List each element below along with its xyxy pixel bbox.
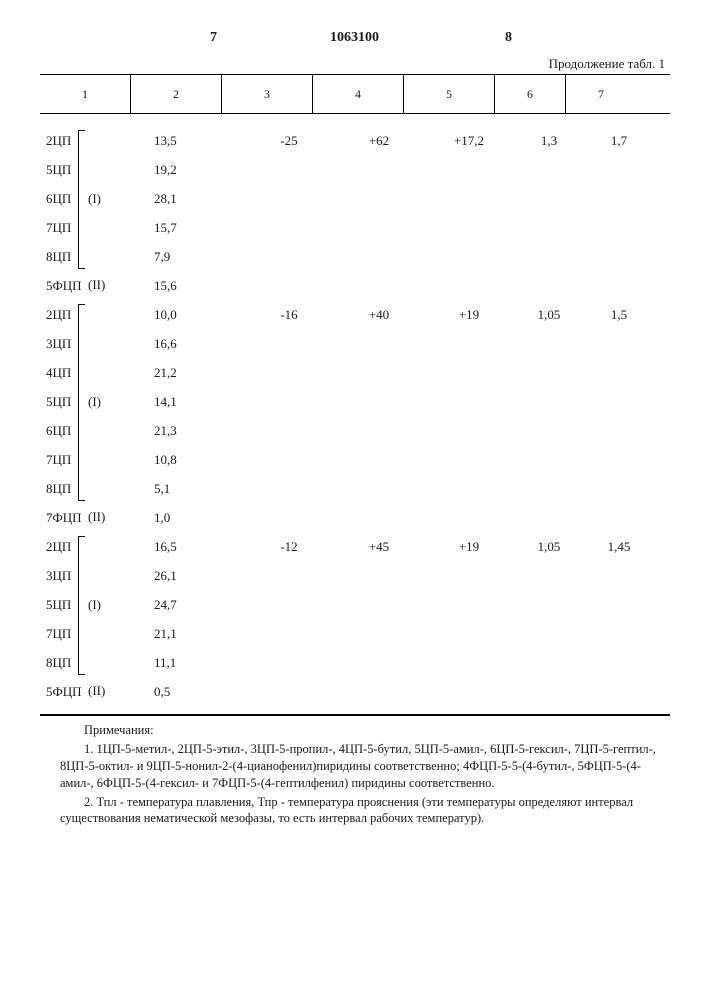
table-body: 2ЦП13,5-25+62+17,21,31,75ЦП19,26ЦП28,17Ц… [40, 114, 670, 714]
table-cell: -16 [244, 307, 334, 323]
table-row: 2ЦП10,0-16+40+191,051,5 [40, 300, 670, 329]
table-cell: +19 [424, 539, 514, 555]
table-cell: 8ЦП [40, 481, 136, 497]
table-row: 5ФЦП0,5 [40, 677, 670, 706]
table-row: 3ЦП16,6 [40, 329, 670, 358]
table-row: 5ЦП14,1 [40, 387, 670, 416]
table-cell: 1,05 [514, 539, 584, 555]
group-bracket [78, 536, 85, 675]
table-row: 2ЦП16,5-12+45+191,051,45 [40, 532, 670, 561]
table-cell: 5ЦП [40, 162, 136, 178]
page-header: 7 1063100 8 [40, 30, 670, 50]
table-cell: +40 [334, 307, 424, 323]
table-row: 3ЦП26,1 [40, 561, 670, 590]
continuation-label: Продолжение табл. 1 [40, 56, 670, 72]
table-cell: 21,3 [136, 423, 244, 439]
table-cell: 7ЦП [40, 626, 136, 642]
col-header: 4 [313, 75, 404, 113]
table-cell: 8ЦП [40, 249, 136, 265]
document-number: 1063100 [330, 30, 379, 46]
table-cell: 19,2 [136, 162, 244, 178]
table-row: 7ЦП15,7 [40, 213, 670, 242]
table-notes: Примечания: 1. 1ЦП-5-метил-, 2ЦП-5-этил-… [40, 715, 670, 827]
table-cell: +45 [334, 539, 424, 555]
table-cell: 21,2 [136, 365, 244, 381]
group-bracket [78, 130, 85, 269]
table-cell: 4ЦП [40, 365, 136, 381]
col-num-right: 8 [505, 30, 512, 46]
table-cell: 13,5 [136, 133, 244, 149]
group-label: (I) [88, 597, 101, 613]
table-cell: 6ЦП [40, 423, 136, 439]
table-row: 5ФЦП15,6 [40, 271, 670, 300]
table-row: 6ЦП21,3 [40, 416, 670, 445]
table-cell: 1,45 [584, 539, 654, 555]
col-header: 3 [222, 75, 313, 113]
table-row: 8ЦП7,9 [40, 242, 670, 271]
table-cell: 0,5 [136, 684, 244, 700]
notes-title: Примечания: [60, 722, 666, 739]
table-cell: 2ЦП [40, 307, 136, 323]
table-cell: 24,7 [136, 597, 244, 613]
table-row: 7ЦП21,1 [40, 619, 670, 648]
table-row: 7ФЦП1,0 [40, 503, 670, 532]
table-row: 5ЦП19,2 [40, 155, 670, 184]
table-cell: 8ЦП [40, 655, 136, 671]
table-cell: 7ЦП [40, 452, 136, 468]
table-row: 4ЦП21,2 [40, 358, 670, 387]
table-cell: 5,1 [136, 481, 244, 497]
table-cell: 2ЦП [40, 133, 136, 149]
group-label: (II) [88, 683, 105, 699]
group-label: (II) [88, 277, 105, 293]
group-label: (I) [88, 394, 101, 410]
table-row: 7ЦП10,8 [40, 445, 670, 474]
table-cell: 2ЦП [40, 539, 136, 555]
table-cell: 14,1 [136, 394, 244, 410]
col-header: 1 [40, 75, 131, 113]
table-header-row: 1 2 3 4 5 6 7 [40, 75, 670, 114]
group-label: (I) [88, 191, 101, 207]
col-header: 5 [404, 75, 495, 113]
table-cell: 7ЦП [40, 220, 136, 236]
table-cell: 16,6 [136, 336, 244, 352]
col-num-left: 7 [210, 30, 217, 46]
table-cell: -12 [244, 539, 334, 555]
table-row: 6ЦП28,1 [40, 184, 670, 213]
data-table: 1 2 3 4 5 6 7 2ЦП13,5-25+62+17,21,31,75Ц… [40, 74, 670, 715]
table-cell: 3ЦП [40, 336, 136, 352]
table-cell: +19 [424, 307, 514, 323]
table-cell: +17,2 [424, 133, 514, 149]
table-cell: 28,1 [136, 191, 244, 207]
table-cell: 1,5 [584, 307, 654, 323]
col-header: 7 [566, 75, 636, 113]
table-cell: 1,05 [514, 307, 584, 323]
table-row: 2ЦП13,5-25+62+17,21,31,7 [40, 126, 670, 155]
table-cell: 1,7 [584, 133, 654, 149]
table-cell: 26,1 [136, 568, 244, 584]
table-cell: -25 [244, 133, 334, 149]
group-label: (II) [88, 509, 105, 525]
table-cell: 1,0 [136, 510, 244, 526]
notes-p2: 2. Тпл - температура плавления, Тпр - те… [60, 794, 666, 828]
col-header: 6 [495, 75, 566, 113]
notes-p1: 1. 1ЦП-5-метил-, 2ЦП-5-этил-, 3ЦП-5-проп… [60, 741, 666, 792]
table-cell: 11,1 [136, 655, 244, 671]
table-cell: 1,3 [514, 133, 584, 149]
table-cell: 10,8 [136, 452, 244, 468]
table-cell: 7,9 [136, 249, 244, 265]
table-row: 5ЦП24,7 [40, 590, 670, 619]
col-header: 2 [131, 75, 222, 113]
table-row: 8ЦП11,1 [40, 648, 670, 677]
table-cell: 16,5 [136, 539, 244, 555]
table-cell: 15,7 [136, 220, 244, 236]
table-cell: +62 [334, 133, 424, 149]
table-cell: 3ЦП [40, 568, 136, 584]
table-row: 8ЦП5,1 [40, 474, 670, 503]
table-cell: 21,1 [136, 626, 244, 642]
table-cell: 10,0 [136, 307, 244, 323]
table-cell: 15,6 [136, 278, 244, 294]
group-bracket [78, 304, 85, 501]
